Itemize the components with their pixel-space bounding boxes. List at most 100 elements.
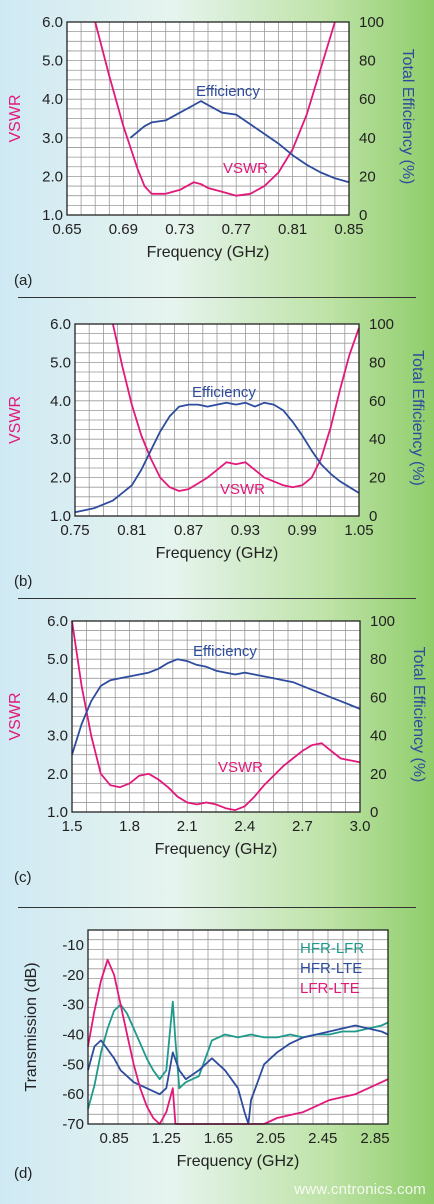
- vswr-annotation: VSWR: [220, 481, 265, 498]
- y-tick-label: 6.0: [47, 613, 68, 630]
- y2-tick-label: 0: [370, 804, 378, 821]
- y2-tick-label: 40: [369, 431, 386, 448]
- efficiency-annotation: Efficiency: [193, 643, 257, 660]
- y-tick-label: -30: [62, 997, 84, 1014]
- series-line-efficiency: [129, 100, 350, 184]
- y2-tick-label: 0: [369, 508, 377, 525]
- y2-tick-label: 20: [359, 168, 376, 185]
- y2-tick-label: 100: [369, 316, 394, 333]
- x-axis-label: Frequency (GHz): [177, 1153, 300, 1170]
- y2-tick-label: 40: [370, 728, 387, 745]
- x-tick-label: 0.99: [288, 522, 317, 539]
- series-line-lfr-lte: [87, 958, 389, 1125]
- y-tick-label: 6.0: [42, 14, 63, 31]
- x-tick-label: 2.05: [256, 1130, 285, 1147]
- x-tick-label: 2.7: [292, 818, 313, 835]
- x-tick-label: 0.75: [60, 522, 89, 539]
- y2-tick-label: 80: [359, 53, 376, 70]
- y-axis-label: Transmission (dB): [23, 962, 40, 1091]
- y-tick-label: 1.0: [50, 508, 71, 525]
- y-tick-label: -10: [62, 937, 84, 954]
- panel-label: (c): [14, 869, 32, 886]
- x-tick-label: 1.8: [119, 818, 140, 835]
- y-tick-label: 3.0: [42, 130, 63, 147]
- y-tick-label: -70: [62, 1116, 84, 1133]
- x-tick-label: 0.93: [231, 522, 260, 539]
- x-axis-label: Frequency (GHz): [155, 841, 278, 858]
- x-tick-label: 3.0: [350, 818, 371, 835]
- legend-entry-hfr-lfr: HFR-LFR: [300, 940, 364, 957]
- series-line-efficiency: [74, 401, 360, 514]
- x-tick-label: 0.81: [278, 221, 307, 238]
- y-tick-label: 2.0: [50, 470, 71, 487]
- legend-entry-lfr-lte: LFR-LTE: [300, 980, 360, 997]
- legend-entry-hfr-lte: HFR-LTE: [300, 960, 362, 977]
- x-tick-label: 0.87: [174, 522, 203, 539]
- x-tick-label: 1.65: [204, 1130, 233, 1147]
- x-tick-label: 0.85: [334, 221, 363, 238]
- plot-frame: [74, 323, 360, 517]
- series-line-vswr: [71, 620, 361, 811]
- plot-frame: [66, 21, 350, 216]
- efficiency-annotation: Efficiency: [196, 83, 260, 100]
- y-tick-label: 4.0: [50, 393, 71, 410]
- watermark: www.cntronics.com: [294, 1181, 426, 1198]
- grid: [75, 324, 359, 516]
- y-tick-label: 3.0: [47, 728, 68, 745]
- x-tick-label: 2.4: [234, 818, 255, 835]
- y-tick-label: 5.0: [50, 354, 71, 371]
- x-tick-label: 0.73: [165, 221, 194, 238]
- x-tick-label: 0.85: [99, 1130, 128, 1147]
- y2-axis-label: Total Efficiency (%): [410, 647, 427, 783]
- y2-tick-label: 100: [359, 14, 384, 31]
- y-tick-label: 5.0: [42, 53, 63, 70]
- x-tick-label: 1.5: [62, 818, 83, 835]
- y2-tick-label: 60: [359, 91, 376, 108]
- x-tick-label: 0.81: [117, 522, 146, 539]
- x-tick-label: 0.65: [52, 221, 81, 238]
- divider-2: [18, 598, 416, 599]
- grid: [88, 930, 388, 1124]
- series-line-hfr-lte: [87, 1024, 389, 1125]
- y2-tick-label: 60: [370, 689, 387, 706]
- y2-tick-label: 100: [370, 613, 395, 630]
- y-tick-label: 1.0: [47, 804, 68, 821]
- divider-3: [18, 907, 416, 908]
- y-tick-label: -40: [62, 1026, 84, 1043]
- series-line-vswr: [112, 323, 360, 492]
- y-tick-label: 2.0: [42, 168, 63, 185]
- y2-tick-label: 60: [369, 393, 386, 410]
- vswr-annotation: VSWR: [218, 759, 263, 776]
- y-tick-label: 4.0: [42, 91, 63, 108]
- y-axis-label: VSWR: [7, 396, 24, 444]
- y-tick-label: -20: [62, 967, 84, 984]
- y2-tick-label: 80: [370, 651, 387, 668]
- x-tick-label: 2.45: [308, 1130, 337, 1147]
- x-tick-label: 2.85: [360, 1130, 389, 1147]
- y-tick-label: 6.0: [50, 316, 71, 333]
- y-tick-label: -50: [62, 1056, 84, 1073]
- x-tick-label: 2.1: [177, 818, 198, 835]
- vswr-annotation: VSWR: [223, 160, 268, 177]
- x-tick-label: 0.69: [109, 221, 138, 238]
- y2-tick-label: 20: [370, 766, 387, 783]
- y-tick-label: 1.0: [42, 207, 63, 224]
- y-tick-label: 3.0: [50, 431, 71, 448]
- x-axis-label: Frequency (GHz): [147, 244, 270, 261]
- y2-axis-label: Total Efficiency (%): [409, 350, 426, 486]
- y-tick-label: -60: [62, 1086, 84, 1103]
- y2-tick-label: 0: [359, 207, 367, 224]
- y2-axis-label: Total Efficiency (%): [399, 49, 416, 185]
- panel-label: (a): [14, 272, 32, 289]
- plot-frame: [71, 620, 361, 813]
- x-tick-label: 1.25: [152, 1130, 181, 1147]
- y2-tick-label: 20: [369, 470, 386, 487]
- efficiency-annotation: Efficiency: [192, 384, 256, 401]
- y-tick-label: 4.0: [47, 689, 68, 706]
- panel-label: (d): [14, 1165, 32, 1182]
- series-line-efficiency: [71, 658, 361, 755]
- x-tick-label: 1.05: [344, 522, 373, 539]
- y-tick-label: 2.0: [47, 766, 68, 783]
- y2-tick-label: 80: [369, 354, 386, 371]
